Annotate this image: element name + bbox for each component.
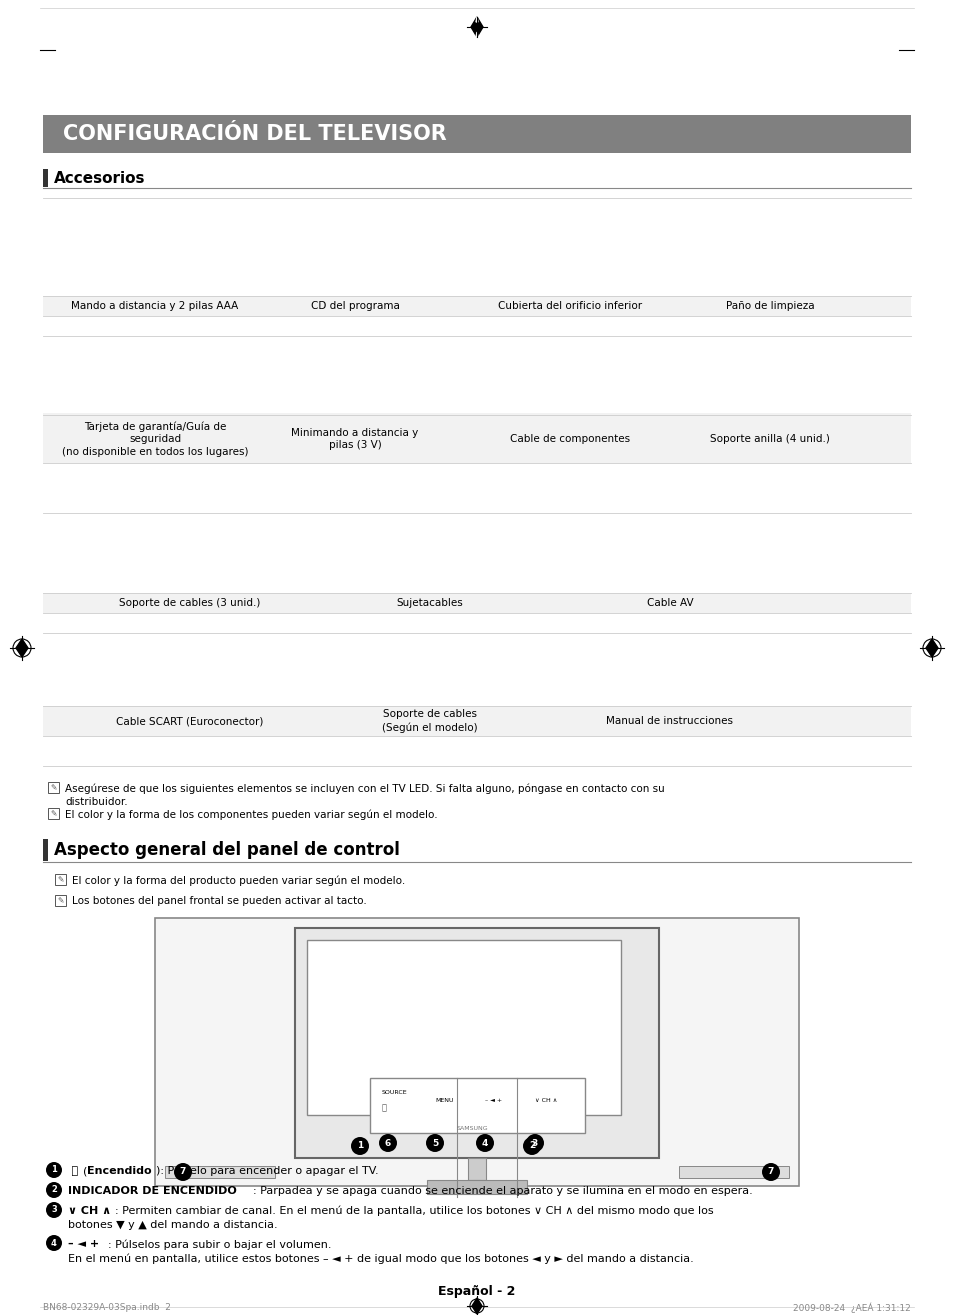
Text: Español - 2: Español - 2: [437, 1286, 516, 1298]
Circle shape: [46, 1235, 62, 1251]
Bar: [294, 928, 659, 1159]
Text: 3: 3: [51, 1206, 57, 1215]
Bar: [165, 1166, 274, 1178]
Circle shape: [426, 1134, 443, 1152]
Bar: [43, 706, 910, 736]
Bar: [43, 296, 910, 316]
Polygon shape: [925, 639, 937, 658]
Text: : Permiten cambiar de canal. En el menú de la pantalla, utilice los botones ∨ CH: : Permiten cambiar de canal. En el menú …: [115, 1206, 713, 1216]
Circle shape: [378, 1134, 396, 1152]
Text: ⏻: ⏻: [381, 1103, 387, 1112]
Circle shape: [351, 1137, 369, 1155]
Bar: [43, 593, 910, 613]
Bar: [307, 940, 620, 1115]
Circle shape: [525, 1134, 543, 1152]
Circle shape: [522, 1137, 540, 1155]
Text: CD del programa: CD del programa: [311, 301, 399, 312]
Text: MENU: MENU: [435, 1098, 453, 1102]
Circle shape: [46, 1202, 62, 1218]
Text: ∨ CH ∧: ∨ CH ∧: [68, 1206, 111, 1216]
Polygon shape: [471, 17, 482, 37]
Polygon shape: [472, 1298, 481, 1314]
Polygon shape: [16, 639, 28, 658]
Text: 6: 6: [384, 1139, 391, 1148]
Text: 1: 1: [51, 1165, 57, 1174]
Bar: [43, 114, 910, 153]
Circle shape: [46, 1182, 62, 1198]
Text: Encendido: Encendido: [87, 1166, 152, 1176]
Text: ∨ CH ∧: ∨ CH ∧: [535, 1098, 557, 1102]
Text: Manual de instrucciones: Manual de instrucciones: [606, 715, 733, 726]
Bar: [48, 807, 59, 819]
Bar: [370, 1078, 584, 1134]
Text: 2009-08-24  ¿AEÁ 1:31:12: 2009-08-24 ¿AEÁ 1:31:12: [792, 1303, 910, 1314]
Text: ✎: ✎: [51, 809, 56, 818]
Text: SAMSUNG: SAMSUNG: [456, 1126, 487, 1131]
Text: CONFIGURACIÓN DEL TELEVISOR: CONFIGURACIÓN DEL TELEVISOR: [63, 124, 446, 145]
Text: 1: 1: [356, 1141, 363, 1151]
Text: 4: 4: [51, 1239, 57, 1248]
Text: INDICADOR DE ENCENDIDO: INDICADOR DE ENCENDIDO: [68, 1186, 236, 1197]
Text: Asegúrese de que los siguientes elementos se incluyen con el TV LED. Si falta al: Asegúrese de que los siguientes elemento…: [65, 782, 664, 806]
Text: Soporte anilla (4 unid.): Soporte anilla (4 unid.): [709, 434, 829, 444]
Text: Cable de componentes: Cable de componentes: [510, 434, 629, 444]
Text: : Púlselos para subir o bajar el volumen.: : Púlselos para subir o bajar el volumen…: [108, 1239, 331, 1249]
Bar: [55, 896, 66, 906]
Bar: [43, 839, 48, 861]
Text: 3: 3: [532, 1139, 537, 1148]
Text: 2: 2: [528, 1141, 535, 1151]
Text: botones ▼ y ▲ del mando a distancia.: botones ▼ y ▲ del mando a distancia.: [68, 1220, 277, 1230]
Text: (: (: [83, 1166, 88, 1176]
Text: – ◄ +: – ◄ +: [68, 1239, 99, 1249]
Bar: [154, 918, 799, 1186]
Circle shape: [761, 1162, 780, 1181]
Circle shape: [173, 1162, 192, 1181]
Text: 4: 4: [481, 1139, 488, 1148]
Text: El color y la forma de los componentes pueden variar según el modelo.: El color y la forma de los componentes p…: [65, 809, 437, 819]
Circle shape: [46, 1162, 62, 1178]
Text: Aspecto general del panel de control: Aspecto general del panel de control: [54, 842, 399, 859]
Text: ⏻: ⏻: [68, 1166, 82, 1176]
Bar: [43, 413, 910, 463]
Bar: [43, 170, 48, 187]
Text: Soporte de cables (3 unid.): Soporte de cables (3 unid.): [119, 598, 260, 608]
Bar: [427, 1180, 526, 1194]
Text: El color y la forma del producto pueden variar según el modelo.: El color y la forma del producto pueden …: [71, 874, 405, 885]
Text: Sujetacables: Sujetacables: [396, 598, 463, 608]
Text: 7: 7: [179, 1168, 186, 1177]
Text: : Parpadea y se apaga cuando se enciende el aparato y se ilumina en el modo en e: : Parpadea y se apaga cuando se enciende…: [253, 1186, 752, 1197]
Text: BN68-02329A-03Spa.indb  2: BN68-02329A-03Spa.indb 2: [43, 1303, 171, 1312]
Polygon shape: [476, 17, 477, 22]
Text: Cubierta del orificio inferior: Cubierta del orificio inferior: [497, 301, 641, 312]
Text: Los botones del panel frontal se pueden activar al tacto.: Los botones del panel frontal se pueden …: [71, 896, 366, 906]
Bar: [468, 1159, 485, 1180]
Text: ✎: ✎: [57, 896, 64, 905]
Text: ✎: ✎: [57, 874, 64, 884]
Bar: [48, 782, 59, 793]
Text: Mando a distancia y 2 pilas AAA: Mando a distancia y 2 pilas AAA: [71, 301, 238, 312]
Text: Minimando a distancia y
pilas (3 V): Minimando a distancia y pilas (3 V): [291, 427, 418, 450]
Bar: [679, 1166, 788, 1178]
Text: Paño de limpieza: Paño de limpieza: [725, 301, 814, 312]
Text: Tarjeta de garantía/Guía de
seguridad
(no disponible en todos los lugares): Tarjeta de garantía/Guía de seguridad (n…: [62, 421, 248, 456]
Text: Soporte de cables
(Según el modelo): Soporte de cables (Según el modelo): [382, 710, 477, 732]
Circle shape: [476, 1134, 494, 1152]
Text: 2: 2: [51, 1186, 57, 1194]
Text: 7: 7: [767, 1168, 774, 1177]
Text: SOURCE: SOURCE: [381, 1090, 407, 1095]
Text: Cable SCART (Euroconector): Cable SCART (Euroconector): [116, 715, 263, 726]
Bar: [55, 874, 66, 885]
Text: Accesorios: Accesorios: [54, 171, 146, 185]
Text: – ◄ +: – ◄ +: [484, 1098, 501, 1102]
Polygon shape: [476, 32, 477, 37]
Text: ✎: ✎: [51, 782, 56, 792]
Text: En el menú en pantalla, utilice estos botones – ◄ + de igual modo que los botone: En el menú en pantalla, utilice estos bo…: [68, 1253, 693, 1264]
Text: Cable AV: Cable AV: [646, 598, 693, 608]
Text: 5: 5: [432, 1139, 437, 1148]
Text: ): Púlselo para encender o apagar el TV.: ): Púlselo para encender o apagar el TV.: [156, 1166, 378, 1177]
